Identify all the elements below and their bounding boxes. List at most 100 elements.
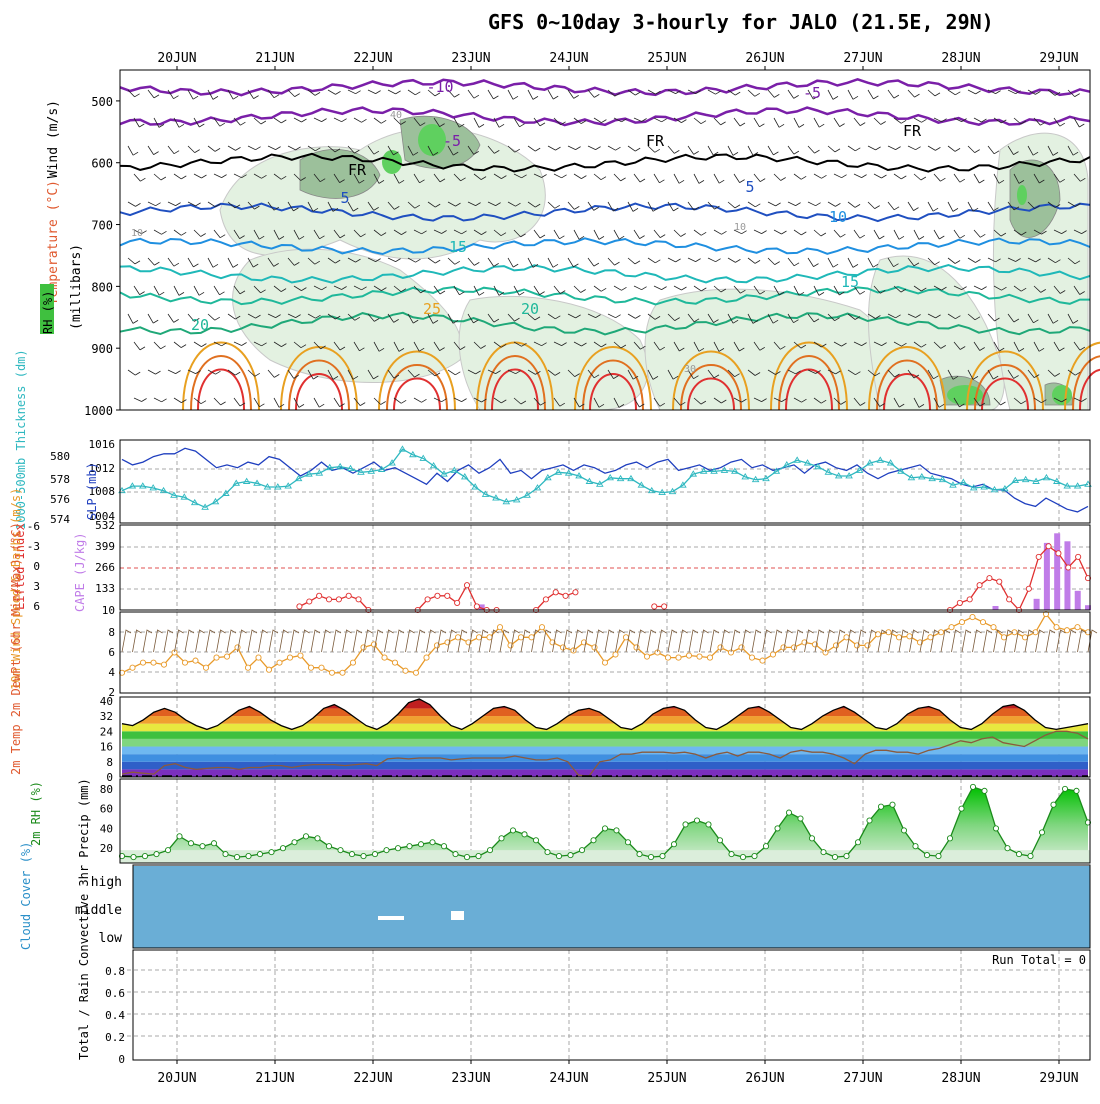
thickness-line-point [886, 459, 895, 466]
wind-barb [993, 173, 1005, 184]
thickness-line-point [876, 456, 885, 463]
surface-wind-barb [163, 629, 174, 653]
wind-speed-line-point [213, 654, 220, 661]
wind-barb [733, 285, 746, 294]
wind-barb [693, 397, 707, 405]
surface-wind-barb [132, 629, 142, 653]
rh-line-point [854, 839, 862, 846]
thickness-line-point [533, 484, 542, 491]
thickness-line-point [1011, 476, 1020, 484]
rh-line-point [808, 835, 816, 842]
wind-barb [413, 229, 427, 235]
lifted-index-line-point [473, 603, 480, 610]
slp-line [121, 447, 1089, 513]
surface-wind-barb [793, 629, 804, 653]
wind-barb [1047, 201, 1061, 208]
wind-barb [187, 313, 200, 322]
wind-barb [533, 229, 546, 239]
thickness-line-point [294, 474, 303, 482]
surface-wind-barb [300, 629, 310, 653]
thickness-line-point [564, 469, 573, 476]
wind-speed-line-point [454, 634, 462, 641]
thickness-tick-label: 576 [50, 493, 70, 506]
rh-line-point [130, 854, 137, 861]
surface-wind-barb [405, 629, 415, 653]
wind-barb [747, 257, 761, 264]
cape-bar [1074, 590, 1081, 610]
date-label-top: 22JUN [353, 51, 392, 66]
temperature-band [122, 716, 1088, 724]
wind-barb [467, 313, 479, 324]
wind-barb [647, 145, 661, 153]
wind-barb [733, 341, 745, 352]
thickness-line-point [990, 485, 999, 493]
wind-barb [293, 397, 305, 408]
wind-barb [387, 313, 399, 323]
wind-barb [633, 173, 646, 183]
wind-barb [313, 117, 327, 122]
wind-barb [613, 229, 625, 240]
surface-wind-barb [1066, 629, 1077, 653]
wind-barb [673, 341, 685, 352]
wind-barb [193, 117, 205, 128]
warm-contour [386, 364, 448, 411]
wind-barb [913, 397, 925, 408]
wind-barb [767, 89, 780, 98]
wind-barb [227, 145, 241, 151]
wind-barb [687, 145, 699, 155]
wind-barb [707, 201, 720, 210]
wind-barb [1053, 285, 1066, 294]
wind-speed-line-point [328, 669, 336, 676]
rh-line-point [383, 847, 390, 854]
surface-wind-barb [1035, 629, 1045, 653]
wind-barb [687, 369, 699, 380]
wind-barb [307, 313, 321, 319]
rh-line-point [394, 845, 402, 852]
surface-wind-barb [394, 629, 405, 653]
lifted-index-line-point [1006, 596, 1013, 603]
date-label-top: 25JUN [647, 51, 686, 66]
lifted-index-line-point [424, 596, 431, 603]
wind-barb [867, 201, 880, 209]
surface-wind-barb [531, 629, 541, 653]
thickness-line-point [419, 454, 428, 461]
rh-tick-label: 60 [100, 803, 113, 816]
pressure-tick-label: 900 [91, 342, 113, 356]
wind-barb [827, 313, 840, 322]
wind-barb [447, 313, 459, 324]
wind-barb [787, 257, 800, 267]
rh-line-point [751, 853, 758, 860]
wind-barb [513, 173, 527, 179]
wind-barb [253, 341, 267, 347]
rh-line-point [210, 840, 218, 847]
wind-barb [207, 257, 219, 268]
rh-line-point [440, 843, 448, 850]
wind-barb [347, 145, 360, 154]
wind-barb [707, 89, 721, 95]
wind-barb [433, 397, 447, 403]
wind-speed-line-point [685, 652, 693, 659]
wind-barb [233, 341, 247, 346]
surface-wind-barb [751, 629, 762, 653]
warm-contour [197, 368, 245, 411]
thickness-line-point [959, 478, 968, 485]
wind-barb [987, 89, 1001, 94]
warm-contour [1064, 341, 1100, 411]
wind-barb [413, 173, 425, 184]
wind-barb [833, 117, 845, 127]
wind-barb [307, 257, 321, 265]
wind-barb [273, 397, 285, 408]
thickness-line-point [720, 466, 729, 473]
surface-wind-barb [709, 629, 720, 653]
isotherm-line [119, 311, 1091, 336]
thickness-line-point [263, 483, 272, 490]
wind-barb [307, 89, 321, 96]
wind-barb [127, 257, 141, 265]
thickness-line-point [429, 461, 438, 469]
contour-label: 5 [745, 178, 754, 196]
surface-wind-barb [226, 629, 237, 653]
wind-barb [347, 89, 361, 95]
rh-line-point [486, 847, 494, 854]
wind-speed-line-point [223, 653, 231, 660]
wind-barb [593, 341, 607, 348]
